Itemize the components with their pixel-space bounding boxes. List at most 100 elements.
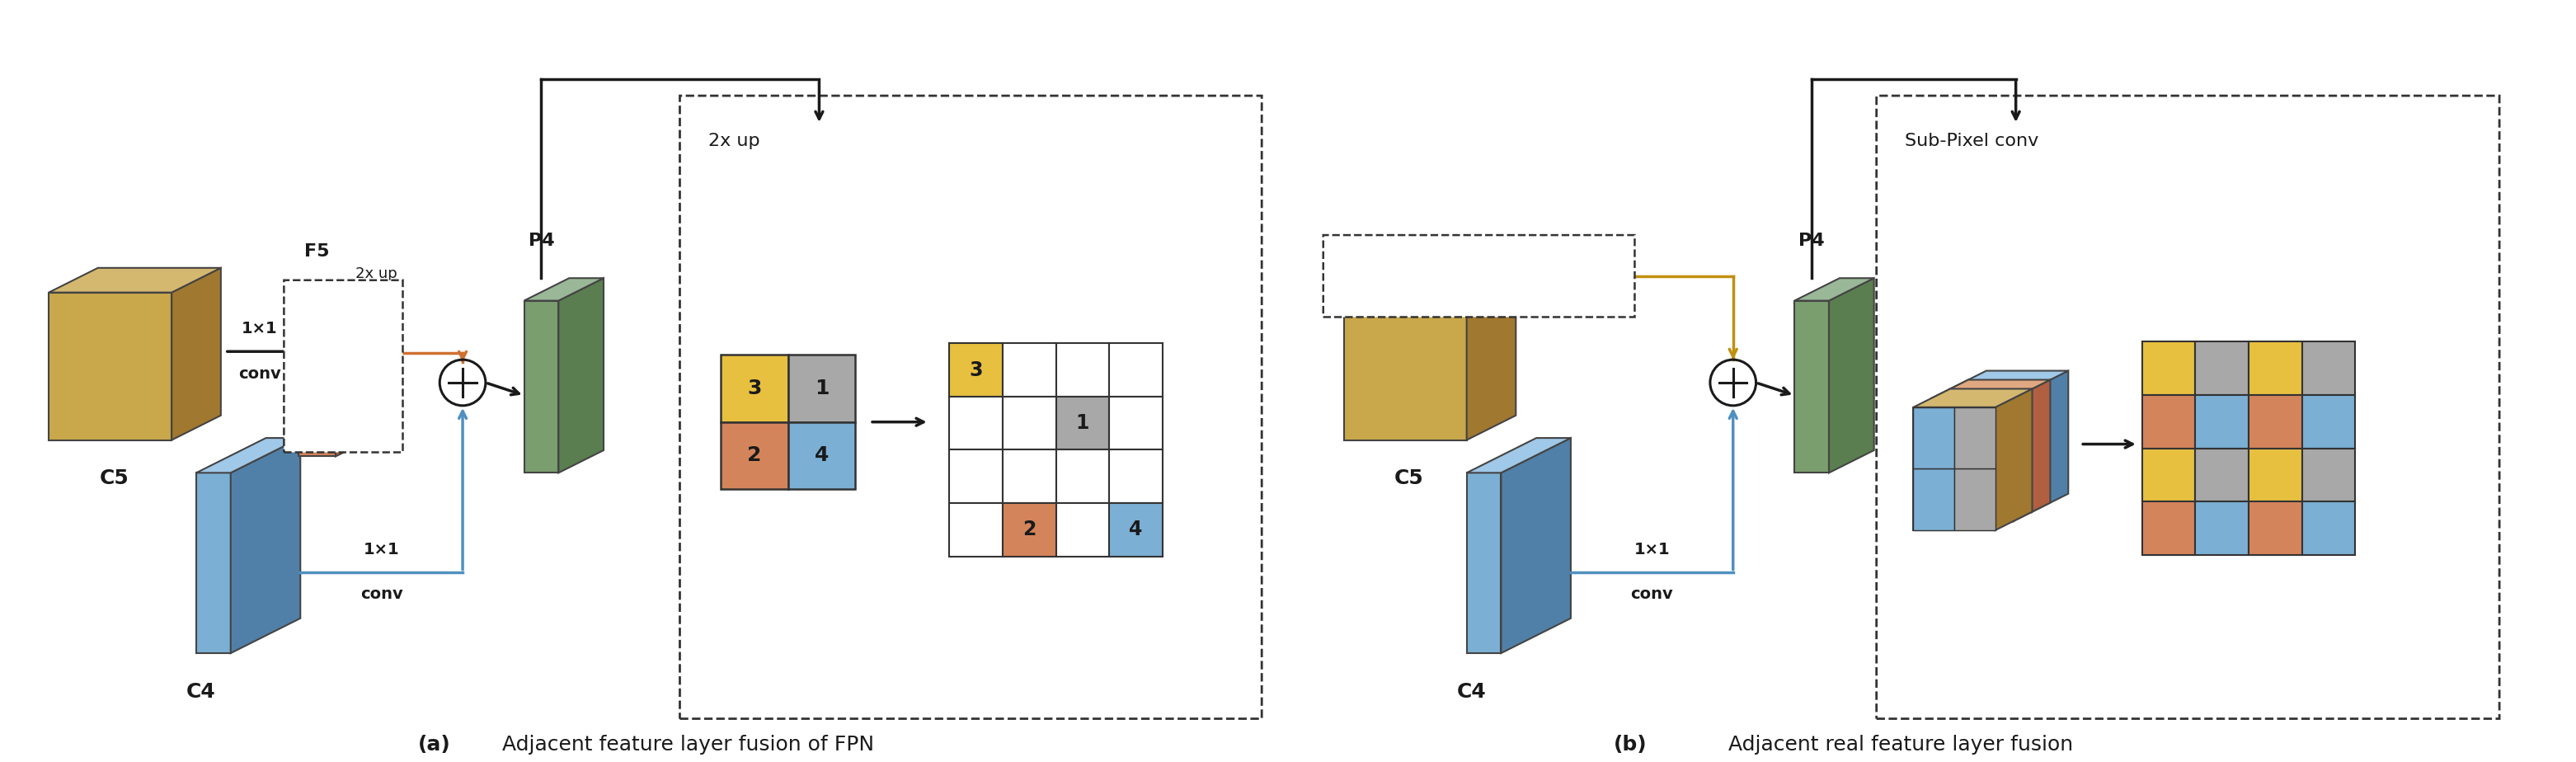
- Bar: [2303, 341, 2354, 395]
- Bar: [2195, 501, 2249, 555]
- Bar: [1950, 389, 1991, 450]
- Text: conv: conv: [361, 587, 402, 603]
- Bar: [2143, 341, 2195, 395]
- Text: (b): (b): [1613, 735, 1649, 755]
- Bar: [2249, 395, 2303, 448]
- Polygon shape: [49, 293, 173, 440]
- Polygon shape: [1466, 472, 1502, 653]
- Polygon shape: [196, 438, 301, 472]
- FancyBboxPatch shape: [1324, 235, 1636, 317]
- Polygon shape: [1502, 438, 1571, 653]
- Polygon shape: [523, 301, 559, 472]
- Polygon shape: [2032, 371, 2069, 512]
- Text: (a): (a): [417, 735, 451, 755]
- Bar: [1002, 344, 1056, 396]
- Text: 4: 4: [1128, 520, 1144, 539]
- Bar: [1056, 396, 1110, 450]
- Bar: [951, 503, 1002, 556]
- Text: P4: P4: [528, 233, 554, 249]
- Text: 2: 2: [747, 446, 762, 466]
- Polygon shape: [1996, 389, 2032, 530]
- Text: 1×1: 1×1: [1633, 542, 1669, 557]
- Bar: [2195, 341, 2249, 395]
- Bar: [2195, 395, 2249, 448]
- Bar: [2249, 501, 2303, 555]
- Bar: [1110, 450, 1162, 503]
- Bar: [1955, 407, 1996, 469]
- Bar: [2143, 448, 2195, 501]
- Polygon shape: [1914, 389, 2032, 407]
- Bar: [1056, 344, 1110, 396]
- Text: 1: 1: [1077, 413, 1090, 433]
- Bar: [2303, 501, 2354, 555]
- Polygon shape: [299, 288, 376, 309]
- Polygon shape: [49, 268, 222, 293]
- Text: 3: 3: [747, 379, 762, 399]
- Bar: [1002, 503, 1056, 556]
- Bar: [1002, 450, 1056, 503]
- Bar: [788, 422, 855, 489]
- Text: Sub-Pixel conv: Sub-Pixel conv: [1906, 133, 2040, 149]
- FancyBboxPatch shape: [283, 280, 402, 453]
- Polygon shape: [196, 472, 232, 653]
- Bar: [788, 355, 855, 422]
- Text: 2x up: 2x up: [355, 266, 397, 281]
- Polygon shape: [1932, 379, 2050, 399]
- FancyBboxPatch shape: [680, 96, 1262, 719]
- Bar: [1991, 389, 2032, 450]
- Text: C4: C4: [185, 682, 216, 702]
- Polygon shape: [1345, 293, 1466, 440]
- Text: 4: 4: [814, 446, 829, 466]
- Bar: [1914, 469, 1955, 530]
- Polygon shape: [335, 288, 376, 456]
- Polygon shape: [299, 309, 335, 456]
- Polygon shape: [1466, 438, 1571, 472]
- Bar: [951, 450, 1002, 503]
- Bar: [1002, 396, 1056, 450]
- Polygon shape: [1829, 278, 1873, 472]
- Bar: [1955, 469, 1996, 530]
- Text: 2: 2: [1023, 520, 1036, 539]
- Bar: [951, 344, 1002, 396]
- Text: C5: C5: [1394, 469, 1425, 488]
- Polygon shape: [523, 278, 603, 301]
- Bar: [2249, 448, 2303, 501]
- FancyBboxPatch shape: [1875, 96, 2499, 719]
- Bar: [1110, 503, 1162, 556]
- Bar: [2249, 341, 2303, 395]
- Text: conv: conv: [240, 367, 281, 382]
- Text: 2x up: 2x up: [708, 133, 760, 149]
- Text: F5: F5: [304, 243, 330, 260]
- Text: 1: 1: [814, 379, 829, 399]
- Bar: [721, 422, 788, 489]
- Bar: [721, 355, 788, 422]
- Text: 3: 3: [969, 360, 984, 379]
- Bar: [2303, 448, 2354, 501]
- Bar: [1932, 399, 1973, 459]
- Bar: [1110, 344, 1162, 396]
- Text: Adjacent feature layer fusion of FPN: Adjacent feature layer fusion of FPN: [502, 735, 873, 755]
- Polygon shape: [1950, 371, 2069, 389]
- Bar: [1973, 399, 2014, 459]
- Polygon shape: [1466, 268, 1515, 440]
- Text: C4: C4: [1458, 682, 1486, 702]
- Text: conv: conv: [1631, 587, 1674, 603]
- Polygon shape: [173, 268, 222, 440]
- Bar: [1056, 503, 1110, 556]
- Bar: [951, 396, 1002, 450]
- Polygon shape: [1795, 278, 1873, 301]
- Bar: [1056, 450, 1110, 503]
- Bar: [1110, 396, 1162, 450]
- Text: 1×1: 1×1: [242, 321, 278, 337]
- Polygon shape: [2014, 379, 2050, 521]
- Text: 1×1: 1×1: [363, 542, 399, 557]
- Polygon shape: [1932, 399, 2014, 521]
- Polygon shape: [1345, 268, 1515, 293]
- Bar: [1991, 450, 2032, 512]
- Bar: [2143, 501, 2195, 555]
- Polygon shape: [1950, 389, 2032, 512]
- Polygon shape: [559, 278, 603, 472]
- Text: P4: P4: [1798, 233, 1824, 249]
- Polygon shape: [1914, 407, 1996, 530]
- Bar: [1950, 450, 1991, 512]
